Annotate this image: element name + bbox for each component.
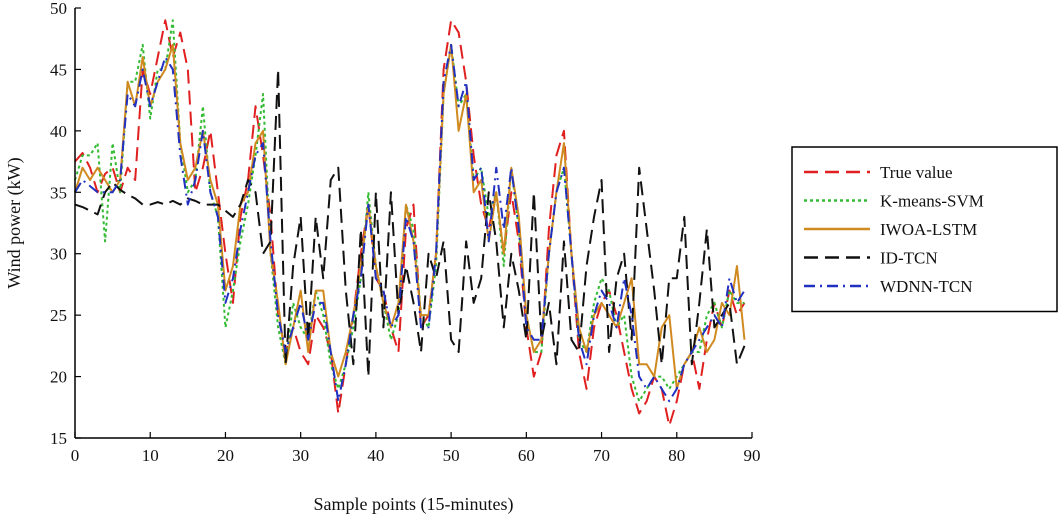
x-axis-title: Sample points (15-minutes) (314, 494, 514, 515)
legend-label-iwoa-lstm: IWOA-LSTM (880, 220, 977, 239)
x-tick-label: 70 (593, 446, 610, 465)
x-tick-label: 80 (668, 446, 685, 465)
x-tick-label: 30 (292, 446, 309, 465)
y-axis-title: Wind power (kW) (4, 157, 25, 288)
series-line-id-tcn (74, 68, 746, 378)
series-line-wdnn-tcn (74, 43, 746, 403)
series-line-true-value (74, 19, 746, 427)
legend-label-wdnn-tcn: WDNN-TCN (880, 277, 973, 296)
x-tick-label: 10 (142, 446, 159, 465)
y-tick-label: 20 (50, 368, 67, 387)
y-tick-label: 25 (50, 306, 67, 325)
y-tick-label: 50 (50, 0, 67, 18)
legend: True value K-means-SVM IWOA-LSTM ID-TCN WDNN… (791, 146, 1058, 313)
y-tick-label: 15 (50, 429, 67, 448)
y-tick-label: 35 (50, 183, 67, 202)
axes-layer (74, 8, 752, 439)
y-tick-label: 40 (50, 122, 67, 141)
x-tick-label: 90 (744, 446, 761, 465)
legend-label-true-value: True value (880, 163, 953, 182)
x-tick-label: 40 (367, 446, 384, 465)
x-tick-label: 60 (518, 446, 535, 465)
ticks-layer: 0 10 20 30 40 50 60 70 80 90 15 20 25 30 35 40 45 50 (50, 0, 761, 465)
y-tick-label: 45 (50, 60, 67, 79)
x-tick-label: 20 (217, 446, 234, 465)
series-layer (74, 19, 746, 427)
y-tick-label: 30 (50, 245, 67, 264)
x-tick-label: 0 (71, 446, 80, 465)
x-tick-label: 50 (443, 446, 460, 465)
legend-label-k-means-svm: K-means-SVM (880, 192, 984, 211)
legend-label-id-tcn: ID-TCN (880, 249, 938, 268)
